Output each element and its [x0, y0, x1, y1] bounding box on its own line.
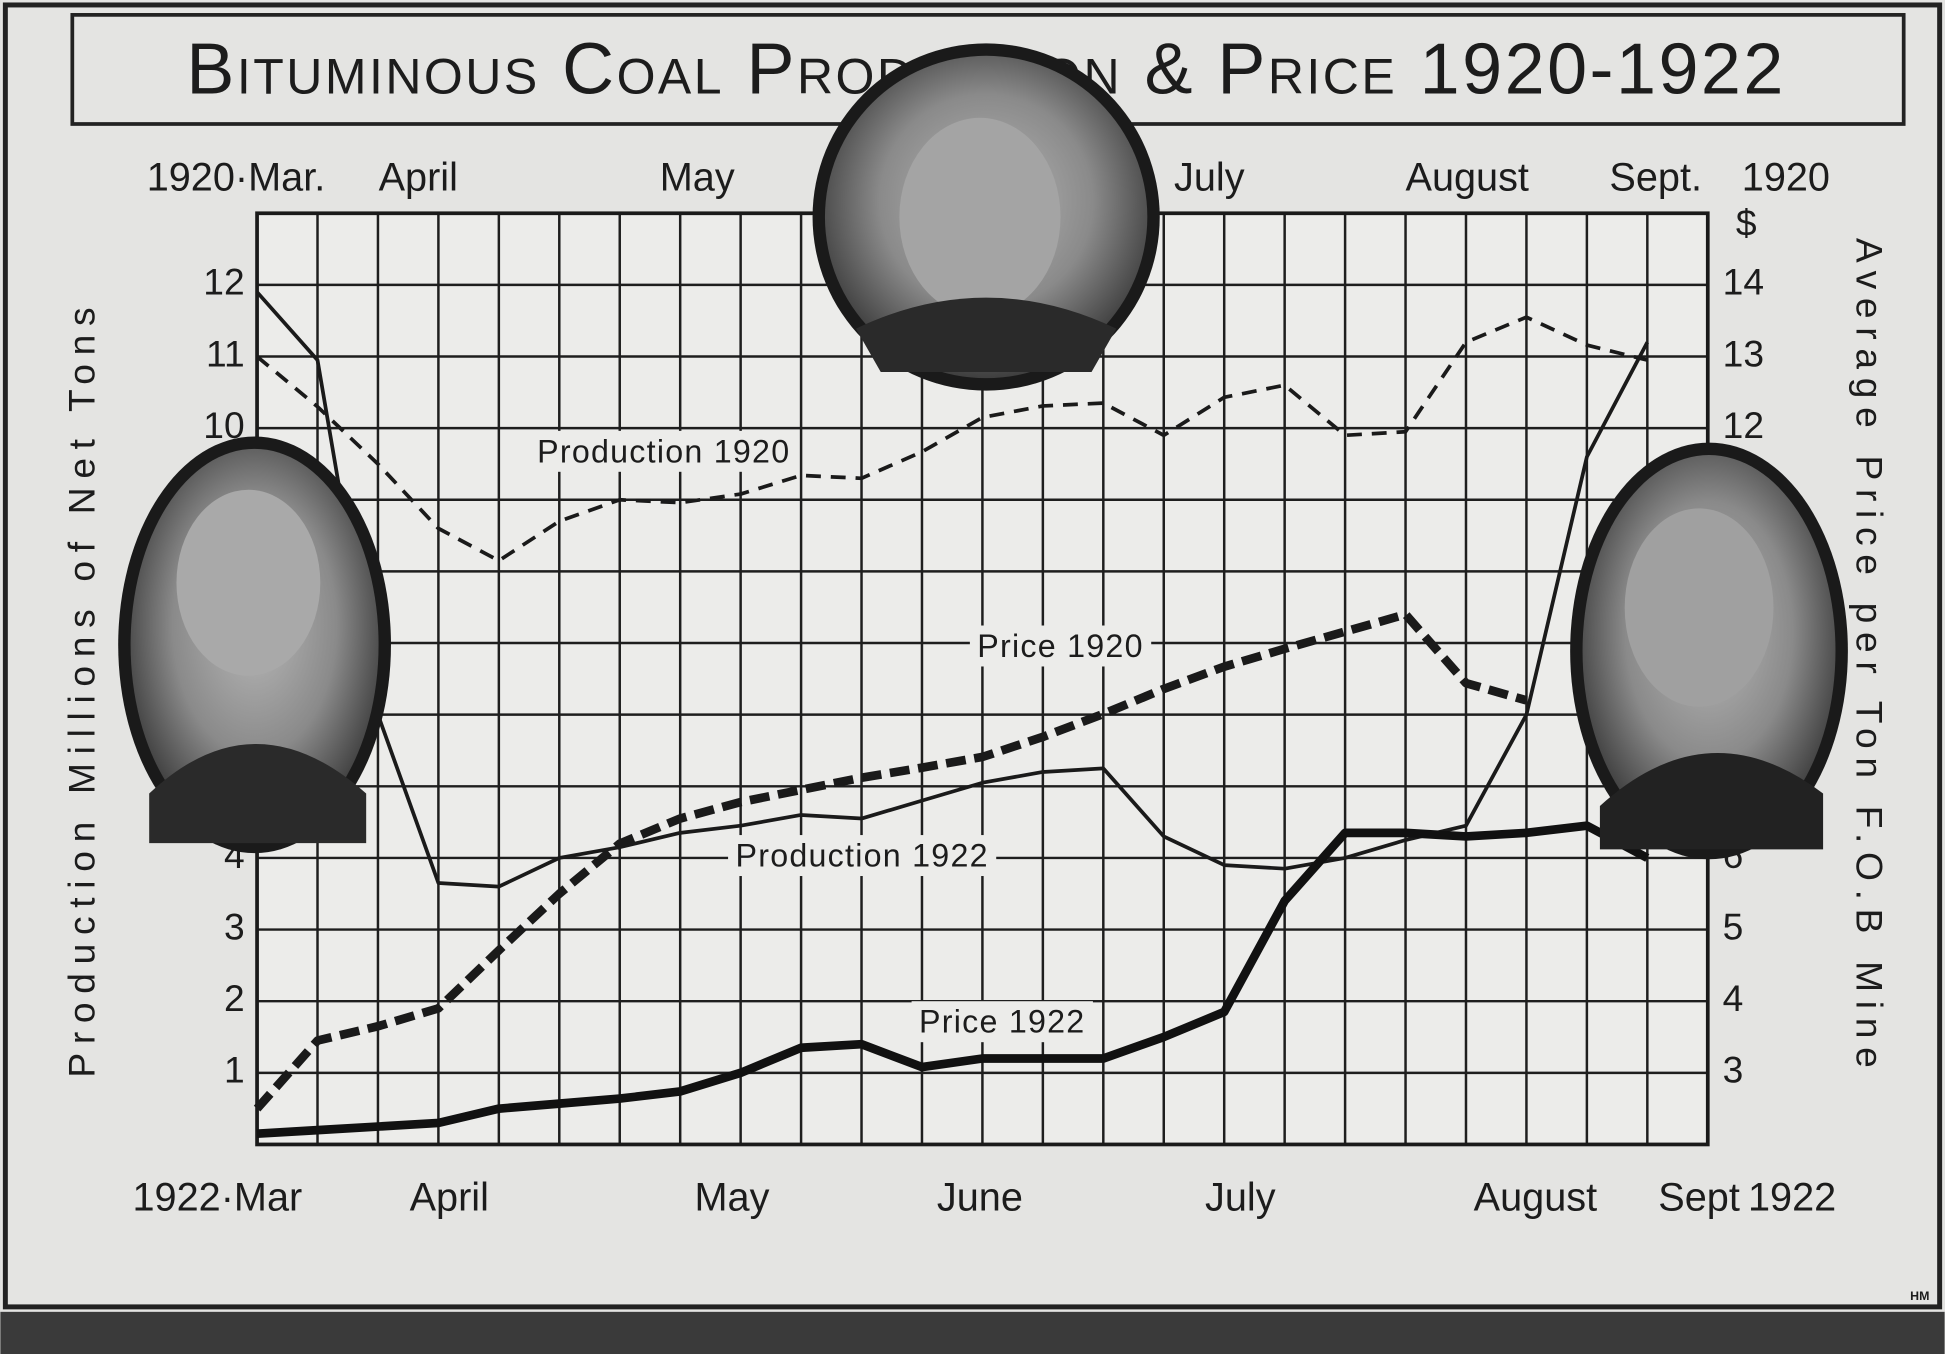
- bottom-month-label: Sept: [1658, 1176, 1740, 1220]
- y-tick-label: 1: [224, 1049, 245, 1091]
- top-month-label: April: [379, 155, 458, 199]
- bottom-band: [0, 1312, 1944, 1354]
- y-tick-label: 2: [224, 977, 245, 1019]
- bottom-month-label: June: [937, 1176, 1023, 1220]
- y2-tick-label: 5: [1723, 905, 1744, 947]
- top-month-label: 1920: [1742, 155, 1830, 199]
- portrait-face: [1625, 508, 1774, 706]
- y2-tick-label: 12: [1723, 404, 1764, 446]
- series-label: Price 1922: [919, 1004, 1085, 1040]
- top-month-label: July: [1174, 155, 1245, 199]
- top-month-label: Sept.: [1609, 155, 1702, 199]
- y-tick-label: 12: [203, 261, 244, 303]
- y2-tick-label: 4: [1723, 977, 1744, 1019]
- y2-tick-label: 3: [1723, 1049, 1744, 1091]
- bottom-month-label: May: [694, 1176, 769, 1220]
- bottom-month-label: July: [1205, 1176, 1276, 1220]
- portrait-face: [899, 118, 1060, 316]
- bottom-month-label: 1922: [1748, 1176, 1836, 1220]
- series-label: Price 1920: [977, 628, 1143, 664]
- bottom-month-label: 1922·Mar: [133, 1176, 303, 1220]
- y-tick-label: 3: [224, 905, 245, 947]
- signature: HM: [1910, 1289, 1929, 1303]
- bottom-month-label: April: [410, 1176, 489, 1220]
- top-month-label: 1920·Mar.: [147, 155, 326, 199]
- y2-tick-label: 14: [1723, 261, 1764, 303]
- top-month-label: May: [660, 155, 735, 199]
- bottom-month-label: August: [1474, 1176, 1597, 1220]
- series-label: Production 1922: [736, 838, 989, 874]
- y-axis-title: Production Millions of Net Tons: [61, 299, 103, 1078]
- top-month-label: August: [1405, 155, 1528, 199]
- chart: Bituminous Coal Production & Price 1920-…: [0, 0, 1945, 1354]
- y2-unit: $: [1736, 201, 1757, 243]
- y2-tick-label: 13: [1723, 332, 1764, 374]
- portrait-face: [176, 490, 320, 676]
- series-label: Production 1920: [537, 433, 790, 469]
- y2-axis-title: Average Price per Ton F.O.B Mine: [1849, 238, 1891, 1077]
- y-tick-label: 11: [206, 332, 245, 374]
